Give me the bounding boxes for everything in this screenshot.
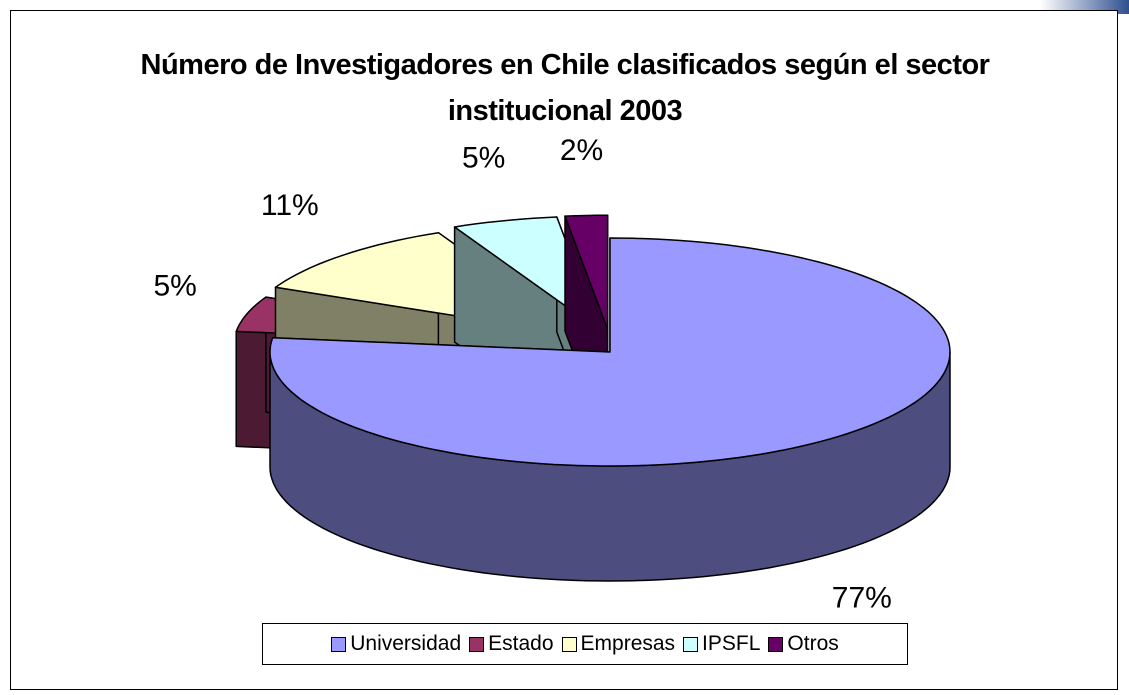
data-label: 5% [462,141,505,174]
legend-swatch [331,636,347,652]
legend: Universidad Estado Empresas IPSFL Otros [262,623,908,665]
data-label: 5% [153,269,196,302]
legend-swatch [768,636,784,652]
legend-label: Empresas [580,632,676,655]
pie: 77% 5% 11% 5% 2% [153,134,951,614]
legend-swatch [561,636,577,652]
slice [269,237,951,467]
data-label: 2% [560,134,603,167]
legend-item: Otros [768,632,839,656]
chart-title: Número de Investigadores en Chile clasif… [140,49,990,127]
legend-item: Universidad [331,632,461,656]
data-label: 11% [261,189,319,222]
legend-item: Estado [469,632,554,656]
legend-label: Estado [488,632,554,655]
legend-item: Empresas [561,632,676,656]
legend-label: Universidad [350,632,462,655]
legend-swatch [683,636,699,652]
slice [453,216,601,331]
legend-item: IPSFL [683,632,760,656]
legend-label: IPSFL [702,632,761,655]
slice [564,214,609,330]
data-label: 77% [832,581,892,614]
legend-label: Otros [787,632,839,655]
legend-swatch [469,636,485,652]
